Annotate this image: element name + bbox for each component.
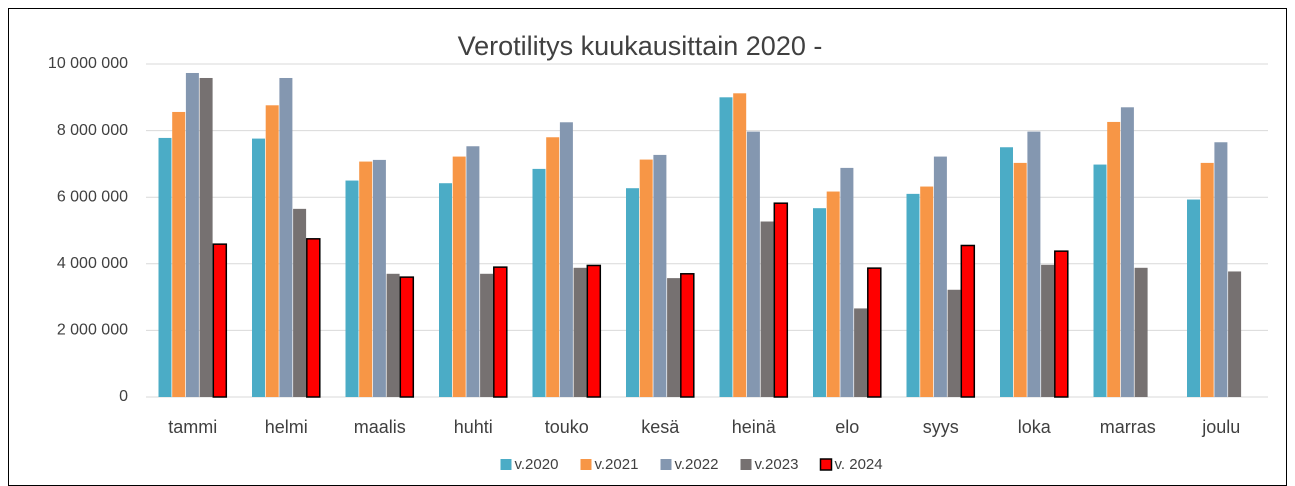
bar	[399, 276, 415, 398]
legend-swatch	[500, 459, 512, 470]
bar	[452, 156, 466, 397]
x-tick-label: touko	[545, 417, 589, 437]
y-tick-label: 4 000 000	[57, 255, 128, 272]
bar	[546, 137, 560, 397]
bar	[586, 264, 602, 398]
bar	[279, 77, 293, 398]
x-tick-label: huhti	[454, 417, 493, 437]
x-tick-label: tammi	[168, 417, 217, 437]
bar	[680, 273, 695, 398]
bar	[773, 202, 789, 398]
x-tick-label: joulu	[1201, 417, 1240, 437]
bar	[252, 138, 265, 398]
legend-label: v.2023	[755, 456, 799, 473]
bar	[439, 183, 452, 397]
bar	[559, 122, 573, 398]
bar	[1054, 250, 1069, 398]
y-tick-label: 6 000 000	[57, 188, 128, 205]
bar	[158, 137, 172, 397]
y-tick-label: 2 000 000	[57, 322, 128, 339]
bar	[466, 146, 480, 397]
bar	[1228, 271, 1242, 397]
x-tick-label: loka	[1018, 417, 1052, 437]
bar	[199, 77, 213, 398]
bar	[906, 193, 920, 397]
bar	[1200, 162, 1214, 397]
bar	[933, 156, 947, 397]
bar	[1013, 162, 1027, 397]
bar	[760, 221, 774, 397]
legend-label: v.2021	[595, 456, 639, 473]
bar	[1093, 164, 1107, 397]
bar	[1041, 264, 1055, 397]
x-tick-label: maalis	[354, 417, 406, 437]
bar	[854, 308, 868, 397]
bar	[480, 273, 494, 397]
bar	[185, 72, 199, 397]
bar	[1027, 131, 1041, 397]
bar	[960, 244, 976, 398]
bar	[626, 188, 639, 397]
bar	[733, 93, 747, 397]
x-tick-label: syys	[923, 417, 959, 437]
legend-label: v. 2024	[835, 456, 883, 473]
y-tick-label: 10 000 000	[48, 55, 128, 72]
bar	[386, 273, 400, 397]
bar	[532, 168, 546, 397]
bar	[920, 186, 934, 397]
bar	[345, 180, 359, 397]
bar	[746, 131, 760, 397]
bar	[1107, 121, 1121, 397]
chart-title: Verotilitys kuukausittain 2020 -	[458, 31, 823, 61]
bar	[826, 191, 840, 397]
x-tick-label: heinä	[732, 417, 777, 437]
bar	[372, 159, 386, 397]
bar	[813, 208, 826, 397]
bar	[306, 238, 321, 398]
bar	[293, 208, 307, 397]
bar	[172, 111, 186, 398]
bar	[212, 243, 228, 398]
bar	[493, 266, 508, 398]
legend-swatch	[580, 459, 592, 470]
y-tick-label: 8 000 000	[57, 122, 128, 139]
legend-swatch	[740, 459, 752, 470]
bar	[265, 105, 279, 398]
legend-label: v.2020	[515, 456, 559, 473]
bar	[1000, 147, 1013, 397]
legend-swatch	[660, 459, 672, 470]
bar	[573, 267, 587, 397]
bar	[947, 289, 961, 397]
bar	[867, 267, 882, 398]
bar	[1120, 107, 1134, 397]
bar	[719, 97, 733, 398]
x-tick-label: elo	[835, 417, 859, 437]
x-tick-label: kesä	[641, 417, 680, 437]
bar	[840, 167, 854, 397]
legend-label: v.2022	[675, 456, 719, 473]
x-tick-label: marras	[1100, 417, 1156, 437]
legend-swatch	[819, 458, 833, 471]
bar	[653, 154, 667, 397]
bar	[639, 159, 653, 397]
bar	[1214, 142, 1228, 397]
bar	[1187, 199, 1200, 397]
bar	[667, 278, 681, 397]
x-tick-label: helmi	[265, 417, 308, 437]
bar	[359, 161, 373, 397]
y-tick-label: 0	[119, 388, 128, 405]
bar	[1134, 267, 1148, 397]
